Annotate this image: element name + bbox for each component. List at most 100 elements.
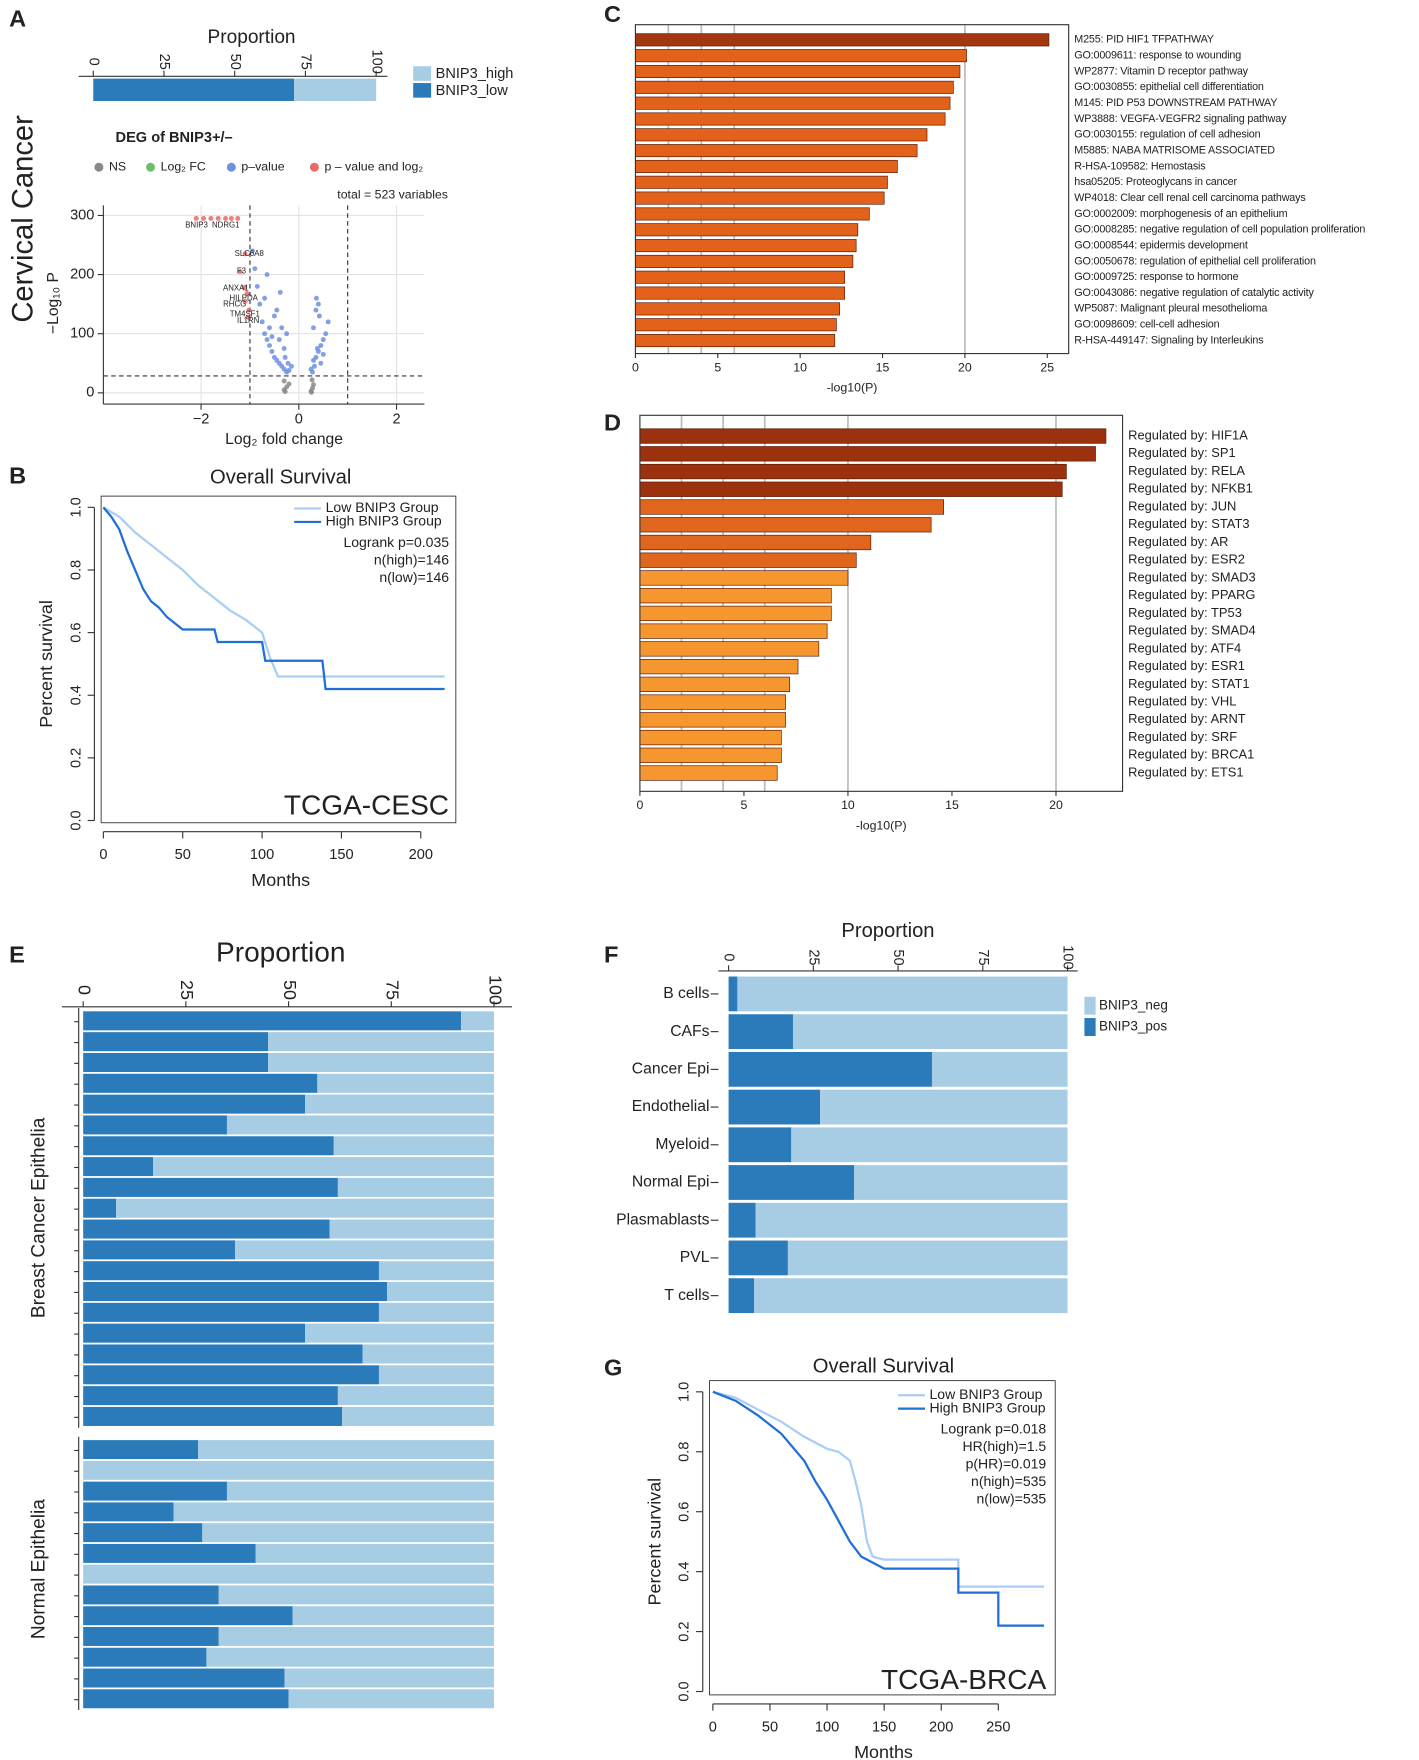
legend-marker bbox=[94, 162, 104, 172]
data-point bbox=[320, 337, 326, 343]
data-point bbox=[318, 343, 324, 349]
panel-label: G bbox=[604, 1355, 622, 1381]
data-point bbox=[237, 269, 243, 275]
category-label: GO:0008285: negative regulation of cell … bbox=[1074, 224, 1365, 236]
legend-swatch bbox=[1084, 1018, 1096, 1037]
bar-segment bbox=[83, 1052, 269, 1072]
legend-marker bbox=[226, 162, 236, 172]
bar-segment bbox=[728, 1165, 855, 1200]
x-tick-label: 25 bbox=[805, 949, 821, 965]
bar-segment bbox=[83, 1157, 154, 1177]
category-label: M255: PID HIF1 TFPATHWAY bbox=[1074, 34, 1214, 46]
bar-segment bbox=[93, 78, 295, 102]
x-tick-label: 0 bbox=[85, 58, 101, 66]
bar bbox=[635, 159, 898, 173]
y-tick-label: 0.0 bbox=[68, 810, 84, 830]
data-point bbox=[264, 272, 270, 278]
bar-segment bbox=[337, 1386, 494, 1406]
x-tick-label: 100 bbox=[485, 975, 505, 1005]
bar-segment bbox=[728, 1127, 792, 1163]
y-tick-label: 1.0 bbox=[677, 1382, 693, 1402]
x-tick-label: 100 bbox=[815, 1719, 839, 1735]
survival-curve bbox=[102, 506, 445, 678]
x-tick-label: 0 bbox=[295, 412, 303, 428]
y-tick-label: 0.2 bbox=[68, 748, 84, 768]
category-label: Normal Epi bbox=[632, 1174, 710, 1191]
data-point bbox=[252, 266, 258, 272]
x-tick-label: 10 bbox=[841, 798, 855, 812]
bar-segment bbox=[83, 1282, 388, 1302]
y-tick-label: 1.0 bbox=[68, 497, 84, 517]
bar-segment bbox=[83, 1323, 306, 1343]
y-axis-label: Percent survival bbox=[644, 1478, 664, 1606]
bar-segment bbox=[218, 1626, 494, 1646]
category-label: Regulated by: ATF4 bbox=[1128, 640, 1241, 655]
x-axis-label: -log10(P) bbox=[856, 818, 907, 832]
bar bbox=[635, 191, 885, 205]
dataset-label: TCGA-CESC bbox=[284, 789, 449, 820]
bar bbox=[635, 80, 954, 94]
x-tick-label: 0 bbox=[99, 847, 107, 863]
data-point bbox=[271, 313, 277, 319]
bar-segment bbox=[255, 1543, 494, 1563]
category-label: GO:0030155: regulation of cell adhesion bbox=[1074, 129, 1260, 141]
annotation: total = 523 variables bbox=[337, 188, 448, 202]
category-label: Regulated by: ETS1 bbox=[1128, 764, 1243, 779]
legend-marker bbox=[309, 162, 319, 172]
bar-segment bbox=[83, 1261, 379, 1281]
bar bbox=[639, 605, 832, 622]
bar-segment bbox=[792, 1014, 1068, 1050]
category-label: B cells bbox=[663, 985, 709, 1002]
bar bbox=[635, 239, 857, 253]
bar bbox=[639, 765, 778, 781]
y-axis-label: −Log₁₀ P bbox=[45, 272, 62, 334]
data-point bbox=[282, 389, 288, 395]
bar-segment bbox=[173, 1502, 494, 1522]
gene-label: SLC6A8 bbox=[235, 249, 265, 258]
category-label: WP4018: Clear cell renal cell carcinoma … bbox=[1074, 192, 1305, 204]
bar-segment bbox=[83, 1564, 494, 1584]
category-label: Endothelial bbox=[632, 1098, 710, 1115]
dataset-label: TCGA-BRCA bbox=[881, 1664, 1046, 1695]
bar bbox=[639, 499, 944, 515]
x-tick-label: 25 bbox=[177, 980, 197, 1000]
category-label: M145: PID P53 DOWNSTREAM PATHWAY bbox=[1074, 97, 1277, 109]
category-label: Regulated by: JUN bbox=[1128, 498, 1236, 513]
bar-segment bbox=[83, 1198, 117, 1218]
bar-segment bbox=[83, 1032, 269, 1052]
panel-label: A bbox=[9, 5, 26, 31]
data-point bbox=[311, 382, 316, 388]
bar bbox=[639, 463, 1067, 480]
y-tick-label: 0.2 bbox=[677, 1621, 693, 1641]
category-label: Regulated by: PPARG bbox=[1128, 587, 1255, 602]
bar-segment bbox=[83, 1094, 306, 1114]
data-point bbox=[201, 215, 207, 221]
y-tick-label: 0.4 bbox=[677, 1562, 693, 1582]
bar bbox=[635, 112, 946, 126]
data-point bbox=[311, 363, 317, 369]
bar-segment bbox=[737, 976, 1068, 1012]
data-point bbox=[267, 325, 272, 331]
y-tick-label: 0.6 bbox=[677, 1502, 693, 1522]
data-point bbox=[235, 215, 241, 221]
data-point bbox=[259, 319, 265, 325]
bar-segment bbox=[83, 1523, 203, 1543]
y-tick-label: 0.6 bbox=[68, 622, 84, 642]
category-label: Regulated by: SMAD4 bbox=[1128, 623, 1256, 638]
category-label: Regulated by: ESR1 bbox=[1128, 658, 1245, 673]
y-tick-label: 0.0 bbox=[677, 1681, 693, 1701]
annotation: Logrank p=0.018 bbox=[941, 1421, 1047, 1437]
data-point bbox=[264, 337, 270, 343]
bar-segment bbox=[226, 1115, 494, 1135]
category-label: Regulated by: TP53 bbox=[1128, 605, 1242, 620]
bar-segment bbox=[284, 1668, 494, 1688]
bar-segment bbox=[329, 1219, 494, 1239]
data-point bbox=[262, 331, 268, 337]
x-tick-label: 200 bbox=[409, 847, 433, 863]
x-tick-label: 75 bbox=[383, 980, 403, 1000]
legend-label: p–value bbox=[241, 160, 284, 174]
gene-label: F3 bbox=[237, 267, 247, 276]
data-point bbox=[313, 307, 319, 313]
bar-segment bbox=[235, 1240, 494, 1260]
x-axis-label: -log10(P) bbox=[827, 381, 878, 395]
